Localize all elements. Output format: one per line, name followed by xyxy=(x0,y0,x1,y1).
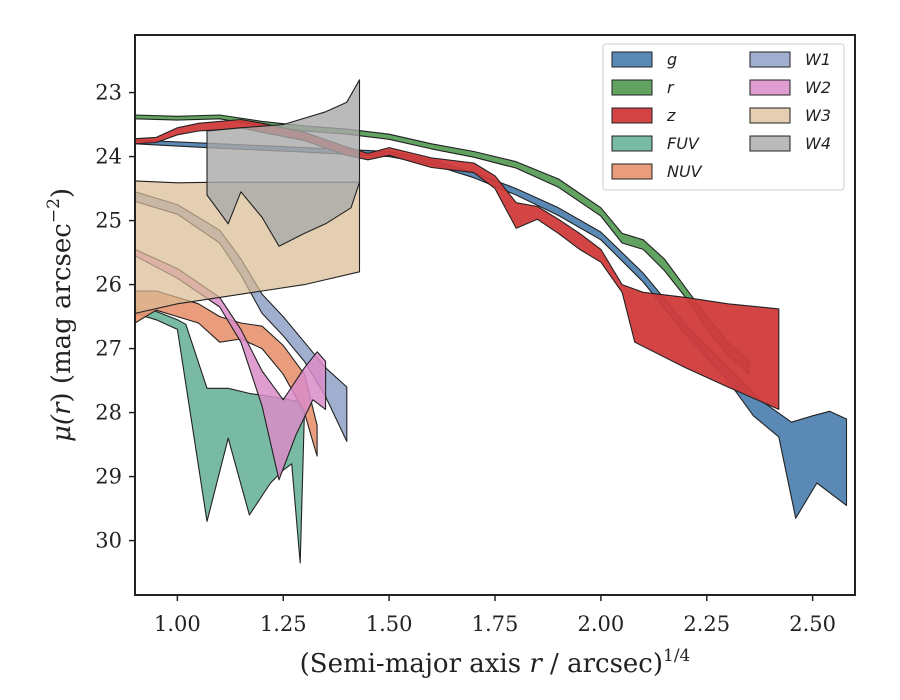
plot-frame xyxy=(134,34,856,596)
legend-swatch xyxy=(749,51,791,68)
y-axis-title: μ(r) (mag arcsec−2) xyxy=(44,188,77,442)
y-tick-label: 26 xyxy=(95,273,122,297)
legend-swatch xyxy=(749,79,791,96)
legend-entry-nuv: NUV xyxy=(611,162,703,181)
x-tick-label: 1.50 xyxy=(366,612,413,636)
x-tick-label: 2.25 xyxy=(683,612,730,636)
legend-entry-w3: W3 xyxy=(749,106,831,125)
x-axis-ticks: 1.00 1.25 1.50 1.75 2.00 2.25 2.50 xyxy=(154,595,836,636)
legend-swatch xyxy=(749,107,791,124)
legend-label: z xyxy=(666,106,676,125)
y-tick-label: 29 xyxy=(95,465,122,489)
band-w2 xyxy=(135,248,327,481)
legend-label: NUV xyxy=(667,162,703,181)
band-g xyxy=(135,139,848,519)
legend-swatch xyxy=(749,135,791,152)
y-axis-ticks: 23 24 25 26 27 28 29 30 xyxy=(95,81,135,553)
y-tick-label: 25 xyxy=(95,209,122,233)
legend: grz FUV NUV W1 W2 W3 W4 xyxy=(602,43,845,191)
legend-entry-z: z xyxy=(611,106,676,125)
y-tick-label: 23 xyxy=(95,81,122,105)
legend-swatch xyxy=(611,79,653,96)
x-tick-label: 2.50 xyxy=(789,612,836,636)
y-tick-label: 28 xyxy=(95,401,122,425)
legend-entry-w1: W1 xyxy=(749,50,831,69)
legend-label: W1 xyxy=(805,50,831,69)
series-bands xyxy=(135,79,848,564)
x-tick-label: 1.75 xyxy=(472,612,519,636)
y-tick-label: 27 xyxy=(95,337,122,361)
legend-label: FUV xyxy=(667,134,700,153)
legend-label: g xyxy=(667,50,677,69)
legend-entry-r: r xyxy=(611,78,675,97)
legend-entry-fuv: FUV xyxy=(611,134,700,153)
legend-entry-w2: W2 xyxy=(749,78,831,97)
band-w4 xyxy=(206,79,361,247)
x-tick-label: 1.00 xyxy=(154,612,201,636)
legend-label: W2 xyxy=(805,78,831,97)
x-tick-label: 1.25 xyxy=(260,612,307,636)
x-axis-title: (Semi-major axis r / arcsec)1/4 xyxy=(300,646,691,679)
y-tick-label: 24 xyxy=(95,145,122,169)
legend-entry-w4: W4 xyxy=(749,134,831,153)
legend-entry-g: g xyxy=(611,50,677,69)
y-tick-label: 30 xyxy=(95,529,122,553)
legend-label: W4 xyxy=(805,134,831,153)
legend-swatch xyxy=(611,107,653,124)
x-tick-label: 2.00 xyxy=(577,612,624,636)
legend-swatch xyxy=(611,163,653,180)
legend-swatch xyxy=(611,51,653,68)
legend-label: W3 xyxy=(805,106,831,125)
legend-swatch xyxy=(611,135,653,152)
legend-label: r xyxy=(667,78,675,97)
